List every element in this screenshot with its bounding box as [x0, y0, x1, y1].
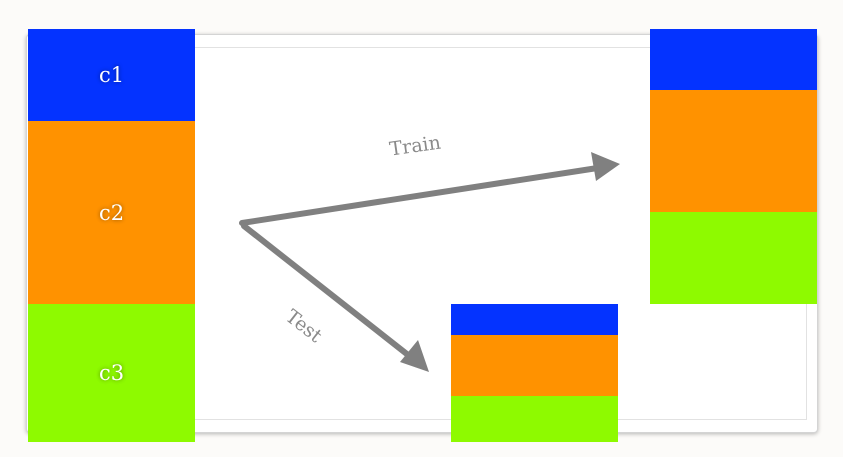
- test-segment-c3: [451, 396, 618, 442]
- test-arrow-shaft: [241, 223, 420, 365]
- test-split-stack: [451, 304, 618, 442]
- test-arrowhead: [400, 340, 429, 372]
- test-segment-c1: [451, 304, 618, 335]
- segment-c2: c2: [28, 121, 195, 304]
- train-segment-c2: [650, 90, 817, 212]
- train-segment-c3: [650, 212, 817, 304]
- test-segment-c2: [451, 335, 618, 396]
- segment-c1-label: c1: [98, 63, 125, 87]
- segment-c3-label: c3: [98, 361, 125, 385]
- segment-c1: c1: [28, 29, 195, 121]
- train-split-stack: [650, 29, 817, 304]
- train-label: Train: [388, 132, 442, 161]
- test-label: Test: [281, 305, 326, 347]
- full-dataset-stack: c1 c2 c3: [28, 29, 195, 442]
- train-arrow-shaft: [239, 164, 607, 226]
- train-segment-c1: [650, 29, 817, 90]
- segment-c2-label: c2: [98, 200, 125, 225]
- segment-c3: c3: [28, 304, 195, 442]
- train-arrowhead: [591, 152, 620, 181]
